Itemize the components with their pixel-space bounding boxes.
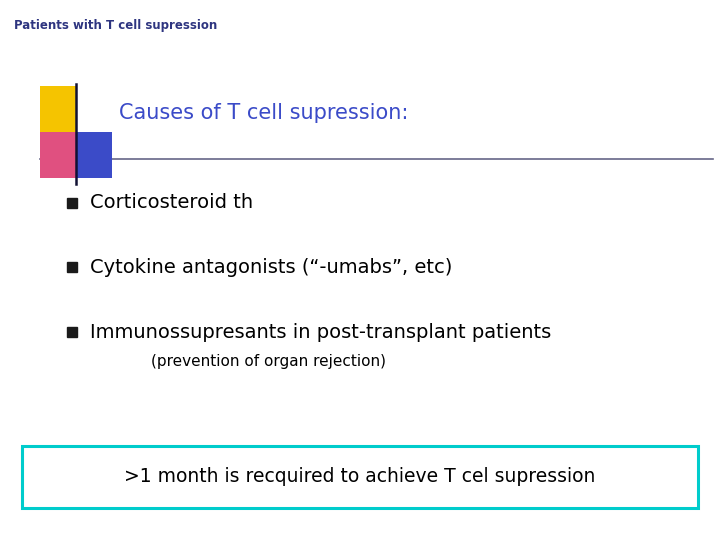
Text: (prevention of organ rejection): (prevention of organ rejection) bbox=[151, 354, 386, 369]
Text: Cytokine antagonists (“-umabs”, etc): Cytokine antagonists (“-umabs”, etc) bbox=[90, 258, 452, 277]
Text: Causes of T cell supression:: Causes of T cell supression: bbox=[119, 103, 408, 124]
Text: Corticosteroid th: Corticosteroid th bbox=[90, 193, 253, 212]
Bar bbox=[76, 132, 112, 178]
Text: Immunossupresants in post-transplant patients: Immunossupresants in post-transplant pat… bbox=[90, 322, 552, 342]
FancyBboxPatch shape bbox=[22, 446, 698, 508]
Text: Patients with T cell supression: Patients with T cell supression bbox=[14, 19, 217, 32]
Bar bbox=[40, 86, 76, 132]
Text: >1 month is recquired to achieve T cel supression: >1 month is recquired to achieve T cel s… bbox=[125, 467, 595, 486]
Bar bbox=[40, 132, 76, 178]
